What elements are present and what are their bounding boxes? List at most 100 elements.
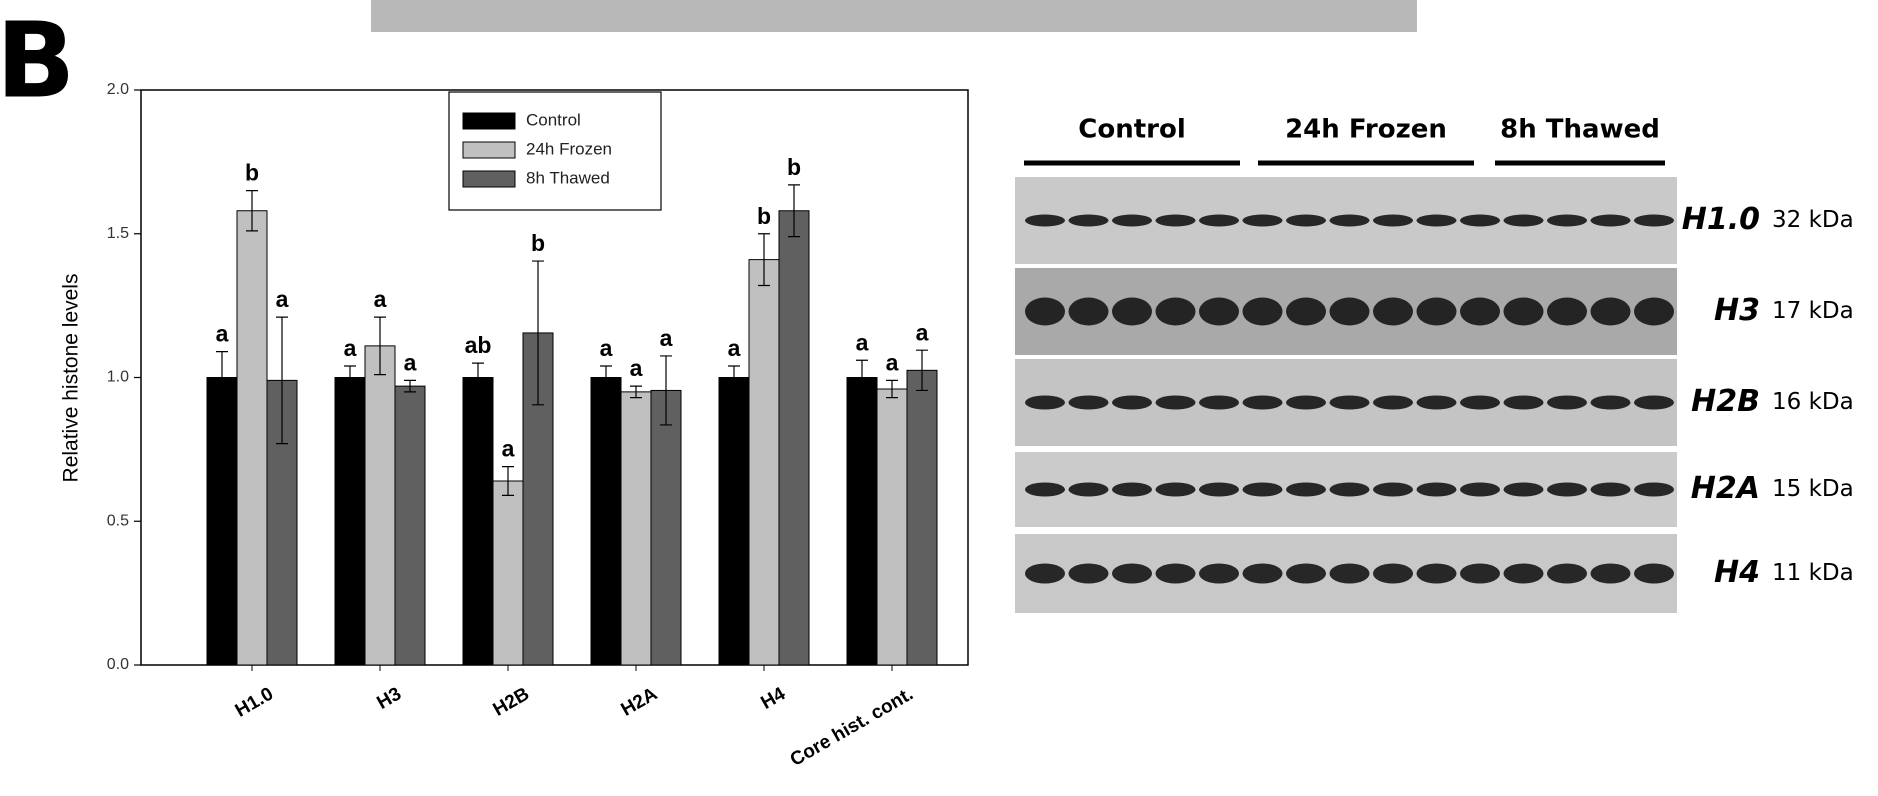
error-bar xyxy=(758,233,770,287)
blot-band xyxy=(1329,563,1370,584)
blot-band xyxy=(1547,563,1587,584)
significance-letter: a xyxy=(916,319,929,345)
blot-band xyxy=(1634,482,1674,497)
blot-band xyxy=(1329,214,1370,227)
blot-band xyxy=(1373,563,1413,584)
histone-name: H3 xyxy=(1714,293,1760,328)
blot-band xyxy=(1025,297,1065,326)
legend-swatch xyxy=(462,141,516,159)
molecular-weight: 32 kDa xyxy=(1772,207,1854,233)
significance-letter: a xyxy=(856,329,869,355)
blot-band xyxy=(1068,395,1109,410)
blot-band xyxy=(1373,297,1413,326)
blot-band xyxy=(1112,482,1152,497)
blot-band xyxy=(1590,214,1631,227)
blot-band xyxy=(1329,297,1370,326)
blot-band xyxy=(1242,297,1283,326)
significance-letter: ab xyxy=(465,332,492,358)
bar xyxy=(364,345,396,666)
error-bar xyxy=(374,316,386,376)
significance-letter: a xyxy=(374,286,387,312)
x-tick-label: Core hist. cont. xyxy=(787,683,917,770)
legend-swatch xyxy=(462,112,516,130)
blot-band xyxy=(1460,214,1500,227)
blot-band xyxy=(1590,482,1631,497)
blot-band xyxy=(1373,395,1413,410)
bar xyxy=(620,391,652,666)
significance-letter: b xyxy=(787,154,801,180)
error-bar xyxy=(660,355,672,426)
blot-band xyxy=(1503,214,1544,227)
bar xyxy=(590,377,622,666)
significance-letter: a xyxy=(728,335,741,361)
blot-band xyxy=(1286,395,1326,410)
blot-band xyxy=(1547,214,1587,227)
x-tick-label: H4 xyxy=(757,683,789,714)
blot-band xyxy=(1112,214,1152,227)
legend-label: 24h Frozen xyxy=(526,139,612,158)
blot-band xyxy=(1416,214,1457,227)
histone-name: H4 xyxy=(1714,555,1760,590)
bar xyxy=(394,385,426,666)
error-bar xyxy=(600,365,612,390)
blot-band xyxy=(1590,563,1631,584)
bar xyxy=(236,210,268,666)
blot-band xyxy=(1634,395,1674,410)
blot-band xyxy=(1068,214,1109,227)
blot-band xyxy=(1373,214,1413,227)
y-tick-label: 1.5 xyxy=(107,225,129,242)
blot-band xyxy=(1242,395,1283,410)
significance-letter: b xyxy=(757,203,771,229)
significance-letter: b xyxy=(531,230,545,256)
bar xyxy=(846,377,878,666)
blot-band xyxy=(1416,297,1457,326)
error-bar xyxy=(472,362,484,393)
lane-group-label: 8h Thawed xyxy=(1500,115,1660,145)
x-tick-label: H2A xyxy=(618,683,662,720)
y-tick-label: 2.0 xyxy=(107,81,129,98)
blot-band xyxy=(1112,297,1152,326)
significance-letter: a xyxy=(344,335,357,361)
bar xyxy=(778,210,810,666)
error-bar xyxy=(246,190,258,232)
bar xyxy=(206,377,238,666)
significance-letter: a xyxy=(660,325,673,351)
molecular-weight: 17 kDa xyxy=(1772,298,1854,324)
blot-band xyxy=(1155,297,1196,326)
histone-name: H2B xyxy=(1691,384,1760,419)
blot-band xyxy=(1068,482,1109,497)
blot-band xyxy=(1460,395,1500,410)
blot-band xyxy=(1416,563,1457,584)
blot-band xyxy=(1503,482,1544,497)
x-tick-label: H2B xyxy=(490,683,533,720)
blot-band xyxy=(1025,214,1065,227)
blot-band xyxy=(1286,482,1326,497)
x-tick-label: H3 xyxy=(373,683,405,713)
error-bar xyxy=(856,359,868,396)
blot-band xyxy=(1547,297,1587,326)
blot-band xyxy=(1634,214,1674,227)
legend-swatch xyxy=(462,170,516,188)
y-axis-label: Relative histone levels xyxy=(60,274,83,483)
blot-band xyxy=(1460,563,1500,584)
blot-band xyxy=(1460,297,1500,326)
error-bar xyxy=(216,351,228,404)
histone-name: H1.0 xyxy=(1682,202,1760,237)
blot-band xyxy=(1547,395,1587,410)
blot-band xyxy=(1547,482,1587,497)
error-bar xyxy=(532,260,544,406)
blot-band xyxy=(1634,563,1674,584)
blot-band xyxy=(1025,395,1065,410)
blot-band xyxy=(1025,482,1065,497)
blot-band xyxy=(1590,395,1631,410)
error-bar xyxy=(344,365,356,390)
significance-letter: a xyxy=(600,335,613,361)
blot-band xyxy=(1286,563,1326,584)
bar xyxy=(906,369,938,666)
error-bar xyxy=(502,466,514,496)
legend-label: 8h Thawed xyxy=(526,168,610,187)
y-tick-label: 1.0 xyxy=(107,369,129,386)
histone-name: H2A xyxy=(1691,471,1760,506)
blot-band xyxy=(1112,395,1152,410)
